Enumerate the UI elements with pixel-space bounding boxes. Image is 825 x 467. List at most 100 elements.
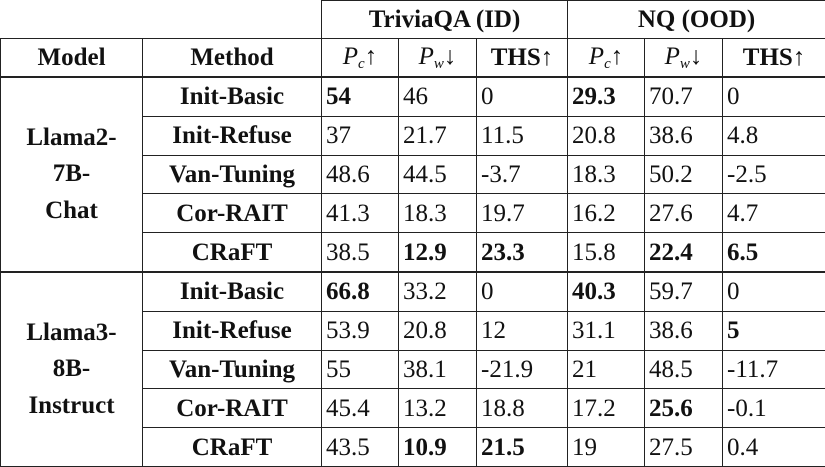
value-cell: 25.6 <box>644 388 724 429</box>
group-header-triviaqa: TriviaQA (ID) <box>320 0 569 39</box>
value-cell: 46 <box>398 75 477 117</box>
value-cell: 27.6 <box>644 193 724 234</box>
metric-header-triviaqa-1: Pc↑ <box>321 38 399 78</box>
column-header-method: Method <box>142 38 322 78</box>
value-cell: 22.4 <box>644 232 724 273</box>
value-cell: 48.5 <box>644 349 724 390</box>
value-cell: 38.5 <box>321 232 399 273</box>
value-cell: 0 <box>475 75 569 117</box>
metric-header-nq-3: THS↑ <box>722 38 825 78</box>
value-cell: 59.7 <box>644 270 724 312</box>
value-cell: 19.7 <box>475 193 569 234</box>
value-cell: 38.6 <box>644 310 724 351</box>
method-cell: CRaFT <box>142 232 322 273</box>
method-cell: Cor-RAIT <box>142 193 322 234</box>
value-cell: 18.3 <box>567 154 646 195</box>
value-cell: 20.8 <box>398 310 477 351</box>
value-cell: 66.8 <box>321 270 399 312</box>
method-cell: Van-Tuning <box>142 349 322 390</box>
blank-corner <box>0 0 322 39</box>
value-cell: -11.7 <box>722 349 825 390</box>
model-name-line: 7B- <box>52 160 91 188</box>
metric-base: P <box>342 42 359 70</box>
model-name-line: Llama2- <box>26 124 117 152</box>
arrow-down-icon: ↓ <box>689 42 703 70</box>
metric-base: THS <box>490 44 541 71</box>
column-header-row: Model Method Pc↑ Pw↓ THS↑ Pc↑ Pw↓ THS↑ <box>0 38 825 78</box>
table-row: Cor-RAIT 41.3 18.3 19.7 16.2 27.6 4.7 <box>1 193 825 234</box>
metric-header-triviaqa-2: Pw↓ <box>398 38 477 78</box>
value-cell: 55 <box>321 349 399 390</box>
value-cell: 12 <box>475 310 569 351</box>
model-cell: Llama3- 8B- Instruct <box>0 270 143 467</box>
method-cell: Van-Tuning <box>142 154 322 195</box>
metric-base: P <box>664 42 680 70</box>
value-cell: 4.7 <box>722 193 825 234</box>
value-cell: 5 <box>722 310 825 351</box>
value-cell: 50.2 <box>644 154 724 195</box>
model-name-line: Chat <box>45 196 98 224</box>
value-cell: 70.7 <box>644 75 724 117</box>
model-name-line: Instruct <box>28 391 115 419</box>
value-cell: 19 <box>567 427 646 467</box>
value-cell: 17.2 <box>567 388 646 429</box>
table-body: Llama2- 7B- Chat Init-Basic 54 46 0 29.3 70.7 0 In… <box>0 75 825 467</box>
table-row: Van-Tuning 48.6 44.5 -3.7 18.3 50.2 -2.5 <box>1 154 825 195</box>
value-cell: 0 <box>722 75 825 117</box>
arrow-down-icon: ↓ <box>443 42 457 70</box>
model-name-line: Llama3- <box>26 319 117 347</box>
value-cell: 31.1 <box>567 310 646 351</box>
metric-header-triviaqa-3: THS↑ <box>475 38 569 78</box>
metric-subscript: c <box>358 55 365 72</box>
value-cell: 21 <box>567 349 646 390</box>
metric-base: P <box>588 42 605 70</box>
value-cell: 6.5 <box>722 232 825 273</box>
metric-subscript: w <box>433 55 444 72</box>
arrow-up-icon: ↑ <box>610 42 624 70</box>
method-cell: Init-Refuse <box>142 115 322 156</box>
value-cell: -0.1 <box>722 388 825 429</box>
method-cell: Cor-RAIT <box>142 388 322 429</box>
value-cell: 18.3 <box>398 193 477 234</box>
value-cell: 21.5 <box>475 427 569 467</box>
value-cell: 15.8 <box>567 232 646 273</box>
value-cell: 4.8 <box>722 115 825 156</box>
table-row: CRaFT 38.5 12.9 23.3 15.8 22.4 6.5 <box>1 232 825 273</box>
method-cell: CRaFT <box>142 427 322 467</box>
metric-subscript: w <box>679 55 690 72</box>
value-cell: -3.7 <box>475 154 569 195</box>
value-cell: 33.2 <box>398 270 477 312</box>
value-cell: 21.7 <box>398 115 477 156</box>
group-header-row: TriviaQA (ID) NQ (OOD) <box>0 0 825 39</box>
arrow-up-icon: ↑ <box>364 42 378 70</box>
table-row: CRaFT 43.5 10.9 21.5 19 27.5 0.4 <box>1 427 825 467</box>
table-row: Llama3- 8B- Instruct Init-Basic 66.8 33.2 0 40.… <box>0 270 825 467</box>
metric-header-nq-2: Pw↓ <box>644 38 724 78</box>
value-cell: 23.3 <box>475 232 569 273</box>
model-name-line: 8B- <box>52 355 91 383</box>
value-cell: 38.1 <box>398 349 477 390</box>
table-row: Cor-RAIT 45.4 13.2 18.8 17.2 25.6 -0.1 <box>1 388 825 429</box>
value-cell: 20.8 <box>567 115 646 156</box>
value-cell: 0 <box>722 270 825 312</box>
group-header-nq: NQ (OOD) <box>567 0 825 39</box>
value-cell: 16.2 <box>567 193 646 234</box>
value-cell: 11.5 <box>475 115 569 156</box>
method-cell: Init-Basic <box>142 75 322 117</box>
table-row: Llama2- 7B- Chat Init-Basic 54 46 0 29.3 70.7 0 <box>0 75 825 273</box>
value-cell: 10.9 <box>398 427 477 467</box>
value-cell: 54 <box>321 75 399 117</box>
table-row: Van-Tuning 55 38.1 -21.9 21 48.5 -11.7 <box>1 349 825 390</box>
table-row: Init-Refuse 53.9 20.8 12 31.1 38.6 5 <box>1 310 825 351</box>
metric-base: P <box>418 42 434 70</box>
arrow-up-icon: ↑ <box>540 44 554 71</box>
value-cell: 37 <box>321 115 399 156</box>
value-cell: 53.9 <box>321 310 399 351</box>
value-cell: 40.3 <box>567 270 646 312</box>
value-cell: 48.6 <box>321 154 399 195</box>
value-cell: 13.2 <box>398 388 477 429</box>
value-cell: -2.5 <box>722 154 825 195</box>
value-cell: -21.9 <box>475 349 569 390</box>
method-cell: Init-Basic <box>142 270 322 312</box>
